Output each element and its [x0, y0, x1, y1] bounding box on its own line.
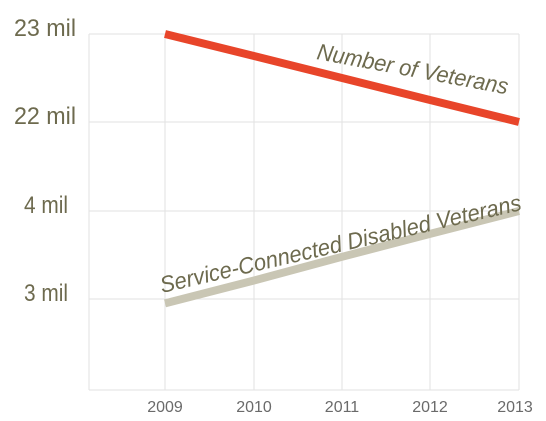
y-axis-tick-labels: 23 mil 22 mil 4 mil 3 mil [14, 15, 76, 307]
x-tick-label: 2011 [325, 399, 360, 416]
x-tick-label: 2010 [236, 399, 272, 416]
series-line-number-of-veterans [164, 30, 520, 126]
series-label-number-of-veterans: Number of Veterans [315, 38, 511, 99]
series-lines [164, 30, 520, 308]
series-line-disabled-veterans [164, 207, 520, 308]
x-tick-label: 2009 [147, 399, 183, 416]
x-tick-label: 2013 [497, 399, 533, 416]
horizontal-gridlines [89, 33, 519, 391]
y-tick-label: 3 mil [24, 280, 68, 307]
y-tick-label: 23 mil [14, 15, 76, 42]
x-axis-tick-labels: 2009 2010 2011 2012 2013 [147, 399, 533, 416]
y-tick-label: 4 mil [24, 192, 68, 219]
series-label-disabled-veterans: Service-Connected Disabled Veterans [157, 189, 524, 298]
y-tick-label: 22 mil [14, 103, 76, 130]
x-tick-label: 2012 [412, 399, 448, 416]
